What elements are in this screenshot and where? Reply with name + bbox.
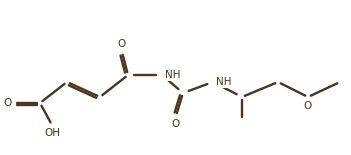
Text: NH: NH — [165, 70, 180, 80]
Text: NH: NH — [216, 77, 232, 87]
Text: OH: OH — [44, 128, 60, 138]
Text: O: O — [118, 39, 126, 49]
Text: O: O — [4, 98, 12, 108]
Text: O: O — [304, 101, 312, 111]
Text: O: O — [172, 119, 180, 129]
